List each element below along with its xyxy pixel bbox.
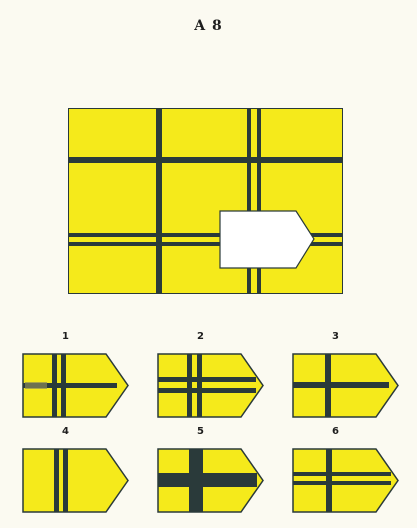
option-2-piece (157, 353, 264, 418)
option-6[interactable]: 6 (292, 426, 402, 513)
missing-piece-slot (219, 210, 315, 269)
option-1[interactable]: 1 (22, 331, 132, 418)
option-1-piece (22, 353, 129, 418)
option-5-piece (157, 448, 264, 513)
option-3-piece (292, 353, 399, 418)
option-number: 5 (197, 426, 204, 437)
puzzle-title: A 8 (194, 18, 223, 34)
pattern-with-missing-piece (68, 108, 343, 294)
option-6-piece (292, 448, 399, 513)
option-number: 4 (62, 426, 69, 437)
option-number: 1 (62, 331, 69, 342)
option-number: 2 (197, 331, 204, 342)
option-3[interactable]: 3 (292, 331, 402, 418)
option-4-piece (22, 448, 129, 513)
option-2[interactable]: 2 (157, 331, 267, 418)
option-number: 6 (332, 426, 339, 437)
option-5[interactable]: 5 (157, 426, 267, 513)
option-4[interactable]: 4 (22, 426, 132, 513)
option-number: 3 (332, 331, 339, 342)
